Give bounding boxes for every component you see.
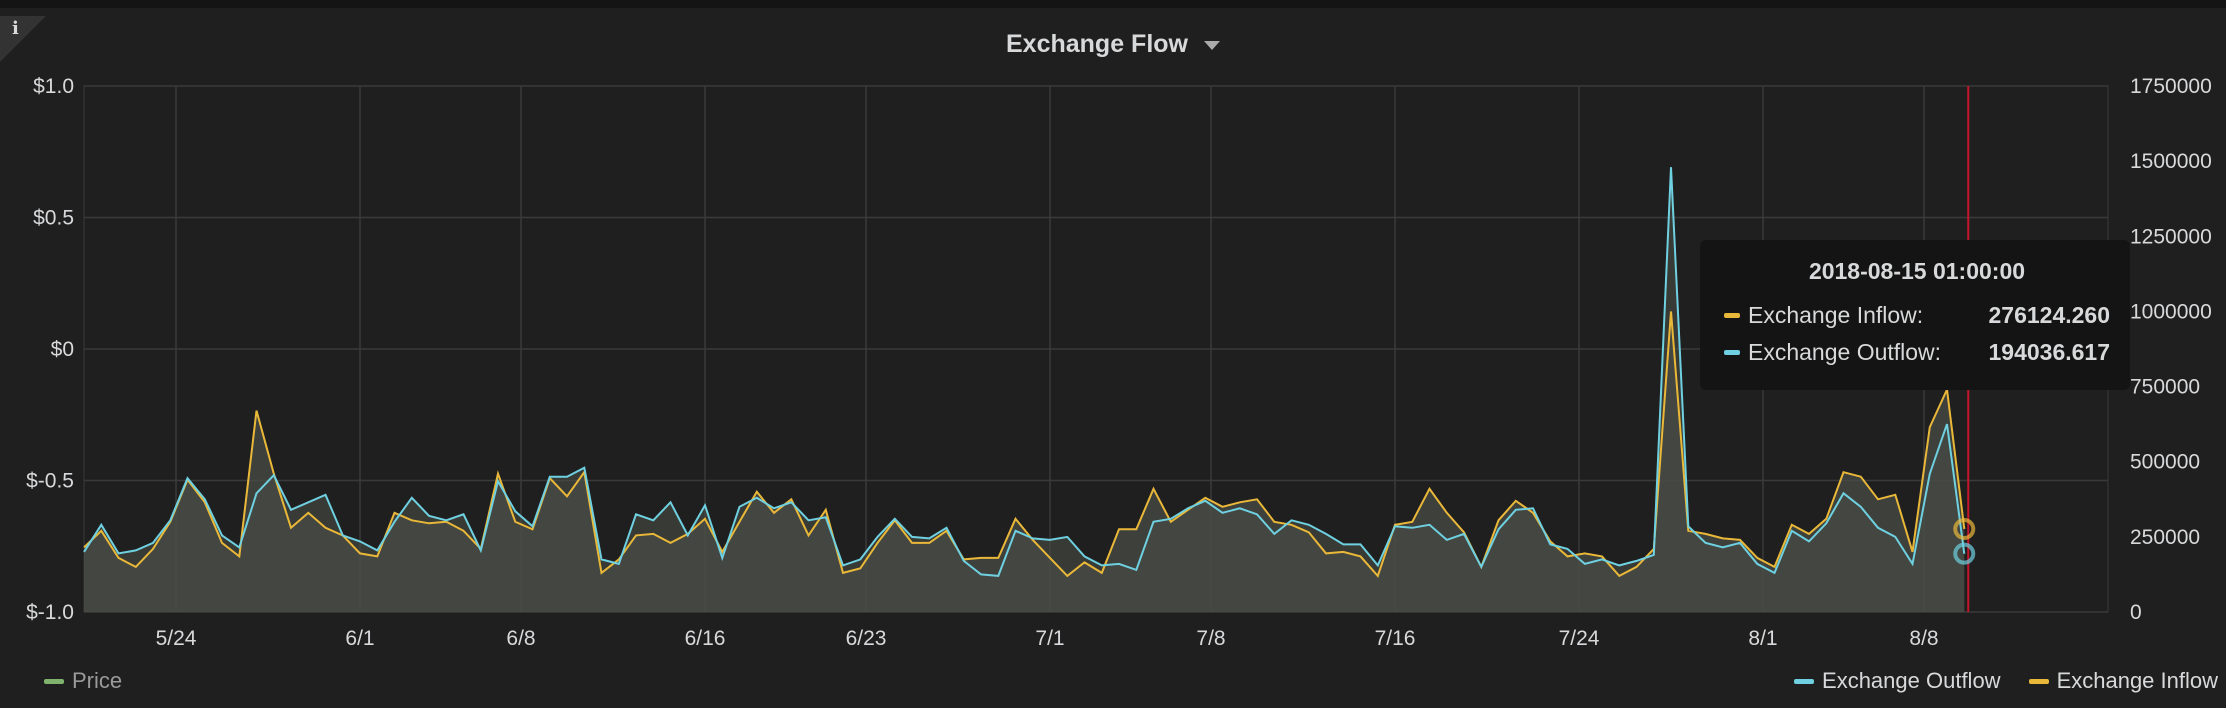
- outflow-hover-point: [1953, 542, 1976, 565]
- x-tick-label: 6/16: [685, 627, 726, 650]
- inflow-hover-point: [1953, 518, 1976, 541]
- y-right-tick-label: 750000: [2130, 376, 2200, 399]
- y-right-tick-label: 1000000: [2130, 300, 2212, 323]
- legend-right: Exchange Outflow Exchange Inflow: [1794, 668, 2218, 694]
- panel-title-wrap: Exchange Flow: [0, 30, 2226, 59]
- legend-label-inflow: Exchange Inflow: [2056, 668, 2218, 693]
- x-tick-label: 8/1: [1748, 627, 1777, 650]
- tooltip-swatch-outflow: [1724, 350, 1740, 355]
- legend-swatch-price: [44, 678, 64, 684]
- y-right-tick-label: 0: [2130, 601, 2142, 624]
- x-tick-label: 8/8: [1909, 627, 1938, 650]
- x-tick-label: 6/1: [345, 627, 374, 650]
- outflow-line: [83, 167, 1966, 577]
- tooltip-value-inflow: 276124.260: [1988, 302, 2110, 328]
- y-left-tick-label: $-1.0: [26, 601, 74, 624]
- tooltip-swatch-inflow: [1724, 313, 1740, 318]
- legend-label-price: Price: [72, 668, 123, 693]
- tooltip-row-inflow: Exchange Inflow: 276124.260: [1724, 297, 2110, 334]
- x-tick-label: 7/16: [1375, 627, 1416, 650]
- y-left-tick-label: $1.0: [33, 75, 74, 98]
- y-right-tick-label: 250000: [2130, 526, 2200, 549]
- tooltip-label-outflow: Exchange Outflow:: [1748, 339, 1942, 365]
- chart-svg[interactable]: $1.0 $0.5 $0 $-0.5 $-1.0 1750000 1500000 125000…: [0, 8, 2226, 708]
- legend-swatch-outflow: [1794, 678, 1815, 684]
- legend-item-inflow[interactable]: Exchange Inflow: [2028, 668, 2218, 694]
- x-tick-label: 6/23: [846, 627, 887, 650]
- x-tick-label: 7/8: [1196, 627, 1225, 650]
- panel-title[interactable]: Exchange Flow: [1006, 30, 1188, 58]
- x-tick-label: 5/24: [156, 627, 197, 650]
- x-tick-label: 7/1: [1035, 627, 1064, 650]
- y-right-tick-label: 1500000: [2130, 150, 2212, 173]
- inflow-line: [83, 311, 1966, 578]
- x-tick-label: 6/8: [506, 627, 535, 650]
- y-left-tick-label: $0.5: [33, 207, 74, 230]
- legend-left: Price: [44, 668, 122, 694]
- tooltip-label-inflow: Exchange Inflow:: [1748, 302, 1924, 328]
- legend-item-price[interactable]: Price: [44, 668, 122, 694]
- tooltip-time: 2018-08-15 01:00:00: [1808, 258, 2026, 284]
- panel-info-corner[interactable]: [0, 16, 46, 62]
- x-tick-label: 7/24: [1559, 627, 1600, 650]
- outflow-area: [84, 167, 1965, 612]
- legend-label-outflow: Exchange Outflow: [1822, 668, 2001, 693]
- y-right-tick-label: 500000: [2130, 451, 2200, 474]
- hover-tooltip: 2018-08-15 01:00:00 Exchange Inflow: 276…: [1700, 240, 2130, 390]
- legend-swatch-inflow: [2028, 678, 2049, 684]
- y-right-tick-label: 1250000: [2130, 225, 2212, 248]
- y-left-tick-label: $-0.5: [26, 470, 74, 493]
- y-left-tick-label: $0: [51, 338, 74, 361]
- legend-item-outflow[interactable]: Exchange Outflow: [1794, 668, 2001, 694]
- tooltip-value-outflow: 194036.617: [1988, 339, 2110, 365]
- y-right-tick-label: 1750000: [2130, 75, 2212, 98]
- caret-down-icon[interactable]: [1203, 40, 1220, 50]
- tooltip-row-outflow: Exchange Outflow: 194036.617: [1724, 334, 2110, 371]
- info-icon[interactable]: i: [12, 18, 19, 39]
